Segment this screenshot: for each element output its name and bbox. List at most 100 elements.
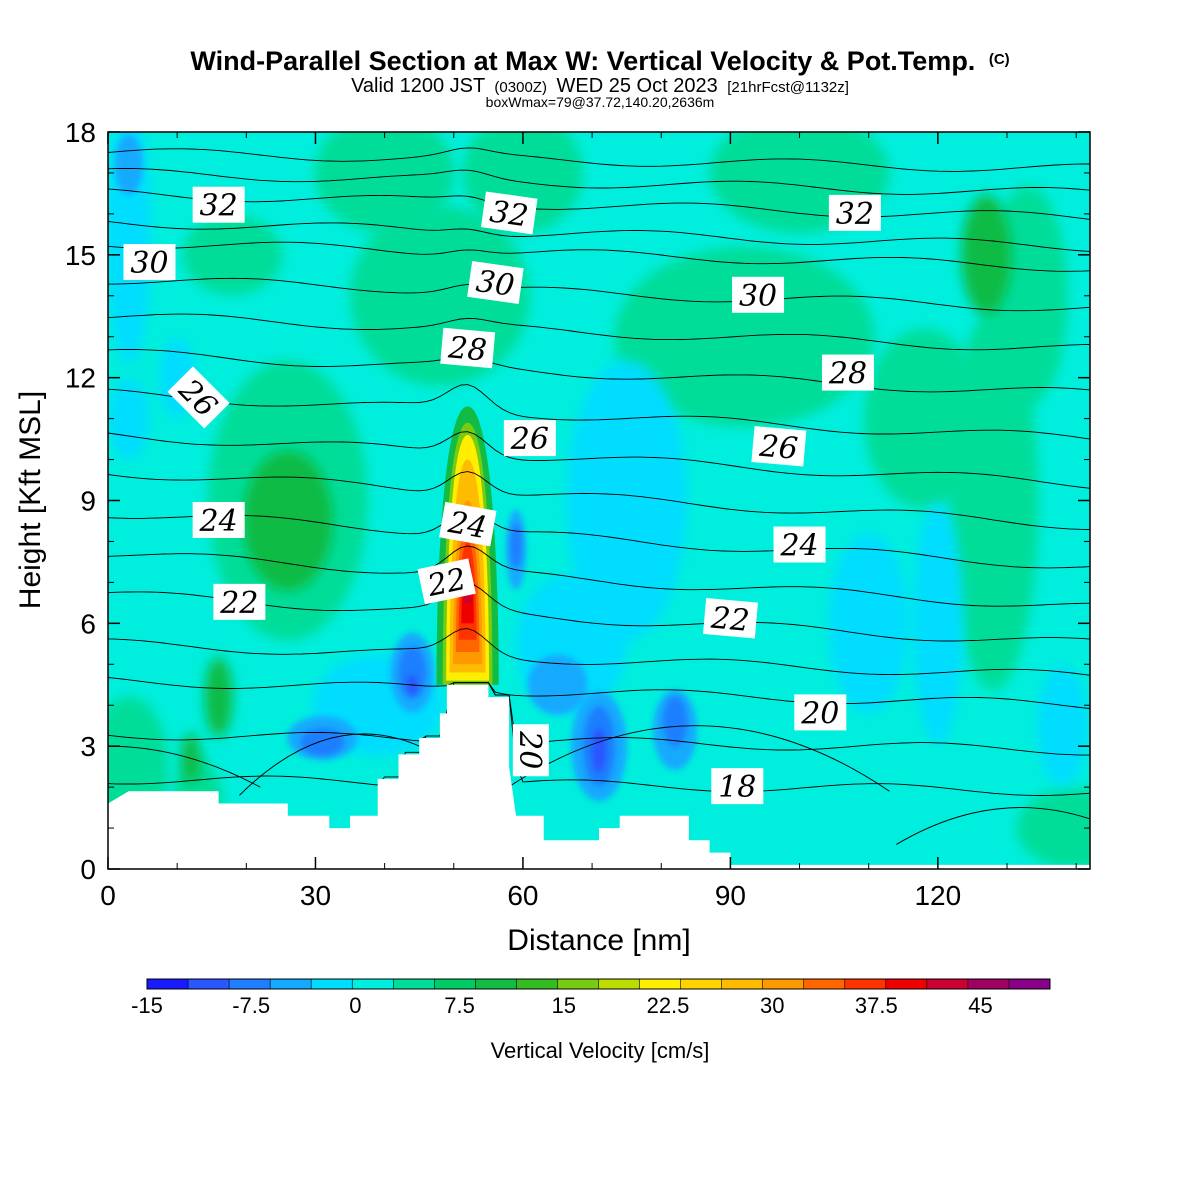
contour-label: 30 <box>732 276 785 314</box>
colorbar-swatch <box>926 979 969 989</box>
contour-label-bg <box>711 768 764 805</box>
contour-label: 32 <box>192 186 245 224</box>
colorbar-swatch <box>393 979 435 989</box>
contour-label-bg <box>703 598 758 639</box>
colorbar-swatch <box>598 979 641 989</box>
contour-label-text: 26 <box>510 422 549 457</box>
y-tick-label: 3 <box>80 731 96 762</box>
colorbar-tick-label: 45 <box>968 993 992 1018</box>
x-tick-label: 60 <box>507 880 538 911</box>
contour-label-bg <box>167 366 230 429</box>
colorbar-swatch <box>967 979 1010 989</box>
x-tick-label: 90 <box>715 880 746 911</box>
contour-label: 18 <box>711 768 764 805</box>
colorbar-swatch <box>311 979 353 989</box>
contour-label-bg <box>773 526 826 563</box>
contour-label-text: 30 <box>130 246 168 281</box>
positive-w-core <box>242 450 333 591</box>
negative-w-region <box>108 378 149 459</box>
contour-label-text: 24 <box>779 529 818 564</box>
y-axis-title: Height [Kft MSL] <box>14 391 47 609</box>
colorbar-swatch <box>680 979 723 989</box>
contour-label-text: 26 <box>757 429 799 467</box>
colorbar-tick-label: 37.5 <box>855 993 898 1018</box>
colorbar-tick-label: -7.5 <box>232 993 270 1018</box>
colorbar-swatch <box>639 979 682 989</box>
theta-contour-line <box>108 582 1090 642</box>
contour-label-bg <box>512 724 549 777</box>
theta-contour-line <box>108 241 1090 272</box>
colorbar-tick-label: -15 <box>131 993 163 1018</box>
colorbar-tick-label: 7.5 <box>444 993 475 1018</box>
valid-utc: (0300Z) <box>494 79 547 96</box>
contour-label-bg <box>123 244 176 281</box>
contour-label-bg <box>439 501 497 547</box>
theta-contour-line <box>501 725 890 792</box>
theta-contour-line <box>108 628 1090 676</box>
x-tick-label: 120 <box>914 880 961 911</box>
contour-label-text: 22 <box>424 562 470 604</box>
x-tick-label: 0 <box>100 880 116 911</box>
theta-contour-line <box>896 807 1090 845</box>
colorbar-swatch <box>557 979 599 989</box>
positive-w-region <box>614 246 875 427</box>
negative-w-region <box>828 533 909 714</box>
contour-label-text: 24 <box>199 504 238 539</box>
contour-label-text: 22 <box>219 586 258 621</box>
contour-label-bg <box>480 191 538 235</box>
contour-label: 32 <box>828 194 881 232</box>
contour-label-bg <box>192 186 245 223</box>
contour-label-bg <box>417 558 476 605</box>
contour-label: 30 <box>467 261 524 304</box>
contour-label-bg <box>794 694 847 731</box>
contour-label-bg <box>751 426 807 467</box>
theta-contour-line <box>108 682 1090 756</box>
contour-label-bg <box>467 261 524 304</box>
contour-label: 26 <box>751 426 807 467</box>
contour-label: 28 <box>440 327 496 369</box>
theta-contours <box>108 147 1090 845</box>
colorbar-tick-label: 15 <box>552 993 576 1018</box>
colorbar-swatch <box>147 979 189 989</box>
theta-contour-line <box>108 349 1090 393</box>
contour-label-text: 20 <box>512 730 547 769</box>
y-tick-label: 0 <box>80 854 96 885</box>
downdraft-core <box>510 523 523 568</box>
colorbar-title: Vertical Velocity [cm/s] <box>491 1038 710 1063</box>
theta-contour-line <box>108 188 1090 220</box>
contour-label-bg <box>828 194 881 231</box>
theta-contour-line <box>108 384 1090 440</box>
contour-label: 24 <box>773 526 826 564</box>
contour-label: 22 <box>703 598 758 639</box>
negative-w-region <box>566 360 687 641</box>
box-wmax-text: boxWmax=79@37.72,140.20,2636m <box>486 94 715 110</box>
theta-contour-line <box>108 277 1090 312</box>
theta-contour-line <box>108 682 1090 796</box>
theta-contour-line <box>108 471 1090 530</box>
valid-fcst: [21hrFcst@1132z] <box>727 79 849 96</box>
contour-label: 22 <box>417 558 476 605</box>
contour-label: 20 <box>512 724 549 777</box>
contour-label: 32 <box>480 191 538 235</box>
contour-label-text: 18 <box>718 770 756 805</box>
y-tick-label: 12 <box>65 363 96 394</box>
contour-label-text: 28 <box>446 330 488 368</box>
terrain <box>108 684 1090 869</box>
chart-title-suffix: (C) <box>989 51 1010 68</box>
colorbar-swatch <box>844 979 887 989</box>
contour-label-text: 28 <box>828 357 867 392</box>
colorbar: -15 -7.5 0 7.5 15 22.5 30 37.5 45 <box>131 978 1051 1018</box>
theta-contour-line <box>108 147 1090 172</box>
contour-label: 24 <box>439 501 497 547</box>
theta-contour-line <box>108 168 1090 195</box>
positive-w-core <box>204 657 233 738</box>
theta-contour-line <box>108 220 1090 252</box>
positive-w-region <box>182 214 283 295</box>
x-tick-label: 30 <box>300 880 331 911</box>
colorbar-swatch <box>352 979 394 989</box>
contour-label-text: 32 <box>488 194 531 234</box>
colorbar-swatch <box>1008 979 1051 989</box>
